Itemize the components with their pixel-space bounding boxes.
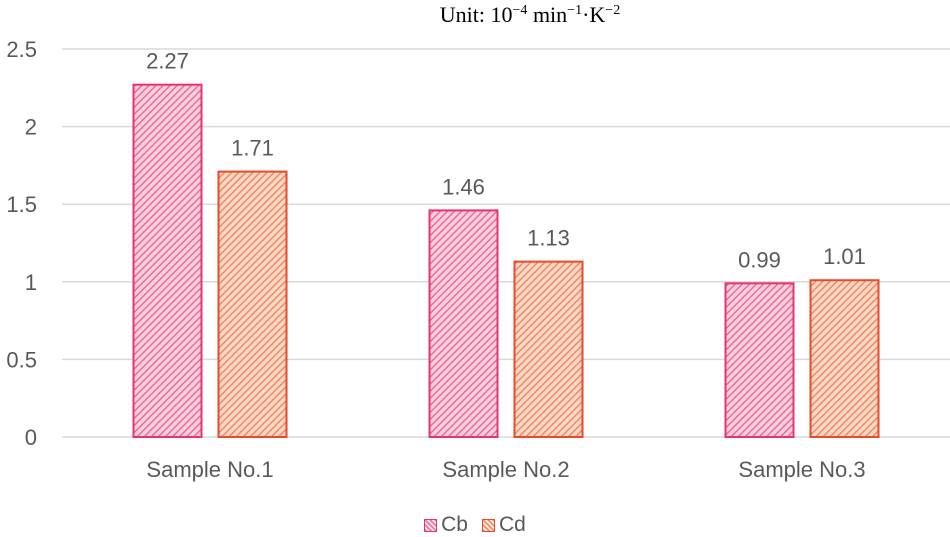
bar-chart: 0 0.5 1 1.5 2 2.5 2.27 1.71 1.46 1.13 0.99 1.01 Sa…: [6, 37, 950, 482]
legend-item-cd: Cd: [482, 513, 526, 537]
bar-cd: [217, 170, 288, 438]
unit-exponent-3: −2: [605, 3, 621, 18]
y-tick-label: 2.5: [6, 37, 37, 62]
y-tick-label: 0: [25, 425, 37, 450]
bar-cb: [132, 83, 203, 438]
data-label: 1.46: [442, 174, 485, 199]
legend-label-cb: Cb: [441, 513, 468, 536]
legend: Cb Cd: [0, 513, 950, 537]
bar-cb: [428, 209, 499, 438]
unit-exponent-1: −4: [512, 3, 528, 18]
unit-prefix: Unit: 10: [439, 2, 513, 27]
legend-label-cd: Cd: [499, 513, 526, 536]
bars: [132, 83, 880, 438]
data-label: 1.13: [527, 226, 570, 251]
y-axis-ticks: 0 0.5 1 1.5 2 2.5: [6, 37, 37, 450]
y-tick-label: 1.5: [6, 192, 37, 217]
data-label: 1.01: [823, 244, 866, 269]
x-tick-label: Sample No.3: [738, 457, 865, 482]
y-tick-label: 1: [25, 270, 37, 295]
bar-cd: [513, 260, 584, 438]
legend-item-cb: Cb: [424, 513, 468, 537]
unit-mid-1: min: [527, 2, 568, 27]
x-axis-ticks: Sample No.1 Sample No.2 Sample No.3: [146, 457, 865, 482]
bar-cb: [724, 282, 795, 438]
data-label: 1.71: [231, 136, 274, 161]
legend-swatch-cb: [424, 518, 438, 532]
gridlines: [62, 48, 950, 438]
x-tick-label: Sample No.2: [442, 457, 569, 482]
y-tick-label: 2: [25, 115, 37, 140]
data-label: 2.27: [146, 49, 189, 74]
unit-mid-2: ·K: [582, 2, 606, 27]
data-label: 0.99: [738, 247, 781, 272]
data-labels: 2.27 1.71 1.46 1.13 0.99 1.01: [146, 49, 866, 273]
unit-label: Unit: 10−4 min−1·K−2: [0, 2, 950, 28]
x-tick-label: Sample No.1: [146, 457, 273, 482]
legend-swatch-cd: [482, 518, 495, 532]
unit-exponent-2: −1: [567, 3, 583, 18]
bar-cd: [809, 279, 880, 438]
y-tick-label: 0.5: [6, 347, 37, 372]
